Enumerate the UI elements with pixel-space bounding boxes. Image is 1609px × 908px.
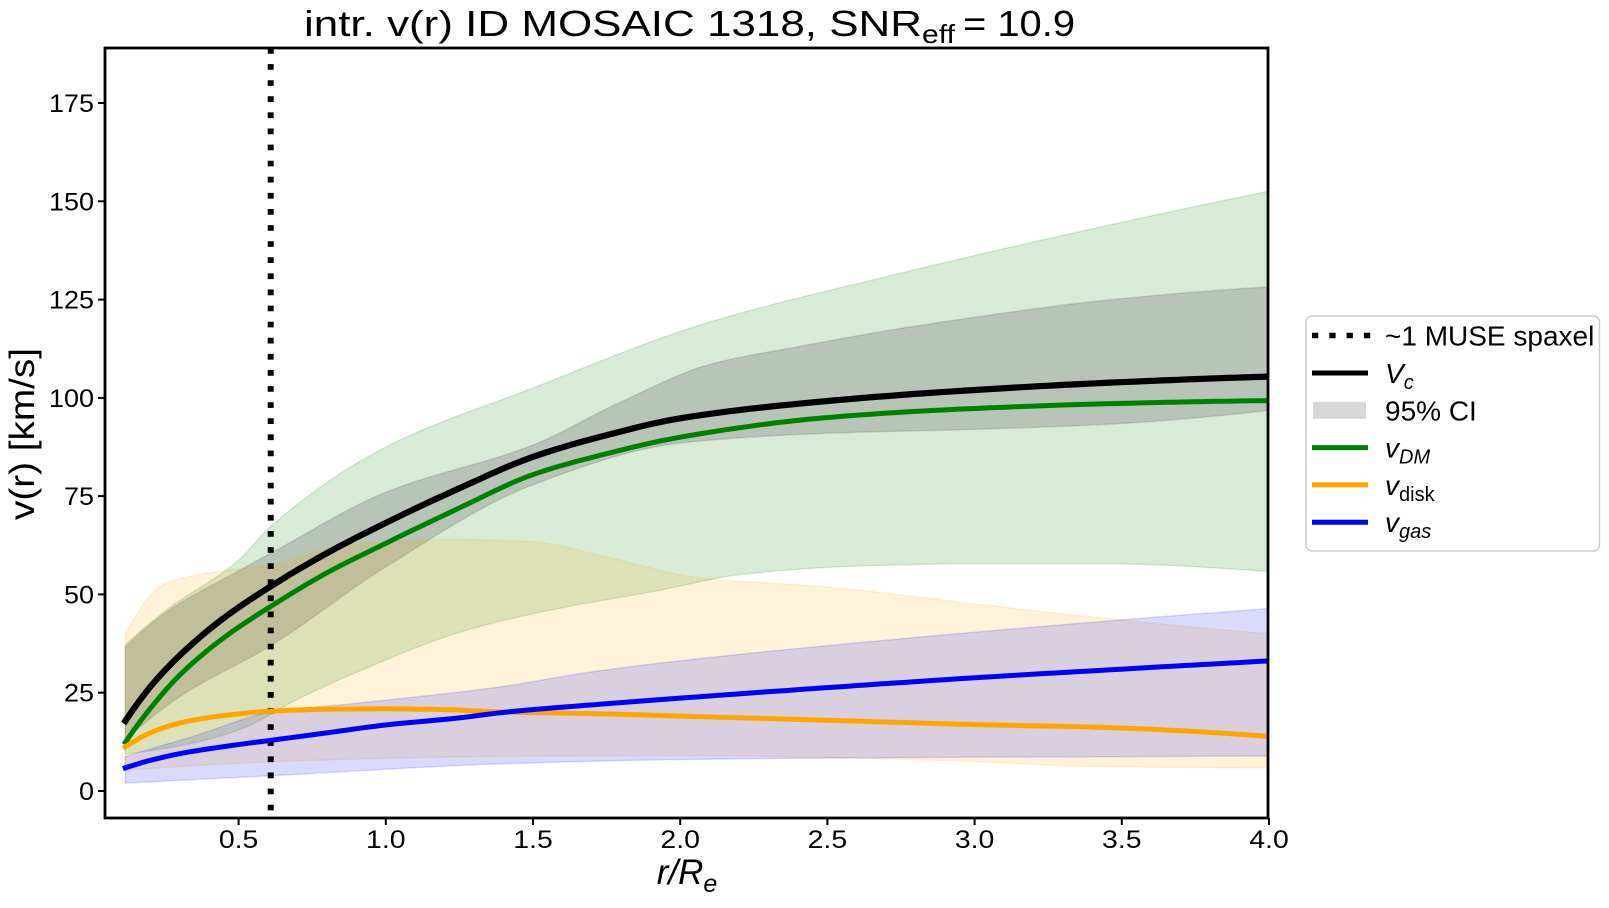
svg-text:150: 150: [49, 188, 94, 216]
svg-text:2.5: 2.5: [808, 826, 848, 854]
svg-text:1.5: 1.5: [513, 826, 553, 854]
svg-text:4.0: 4.0: [1249, 826, 1289, 854]
svg-text:2.0: 2.0: [660, 826, 700, 854]
svg-text:0.5: 0.5: [219, 826, 259, 854]
svg-text:0: 0: [79, 778, 94, 806]
svg-text:3.5: 3.5: [1102, 826, 1142, 854]
svg-text:v(r) [km/s]: v(r) [km/s]: [3, 348, 42, 520]
svg-text:3.0: 3.0: [955, 826, 995, 854]
svg-text:25: 25: [64, 680, 94, 708]
svg-text:125: 125: [49, 287, 94, 315]
svg-text:175: 175: [49, 90, 94, 118]
svg-text:r/Re: r/Re: [657, 853, 718, 898]
svg-text:75: 75: [64, 483, 94, 511]
svg-text:100: 100: [49, 385, 94, 413]
svg-text:~1 MUSE spaxel: ~1 MUSE spaxel: [1385, 321, 1594, 352]
svg-text:1.0: 1.0: [366, 826, 406, 854]
svg-text:50: 50: [64, 581, 94, 609]
svg-text:95% CI: 95% CI: [1385, 395, 1477, 426]
svg-text:eff: eff: [922, 19, 956, 49]
svg-text:= 10.9: = 10.9: [963, 3, 1075, 44]
svg-text:intr. v(r) ID MOSAIC 1318, SNR: intr. v(r) ID MOSAIC 1318, SNR: [304, 3, 922, 44]
